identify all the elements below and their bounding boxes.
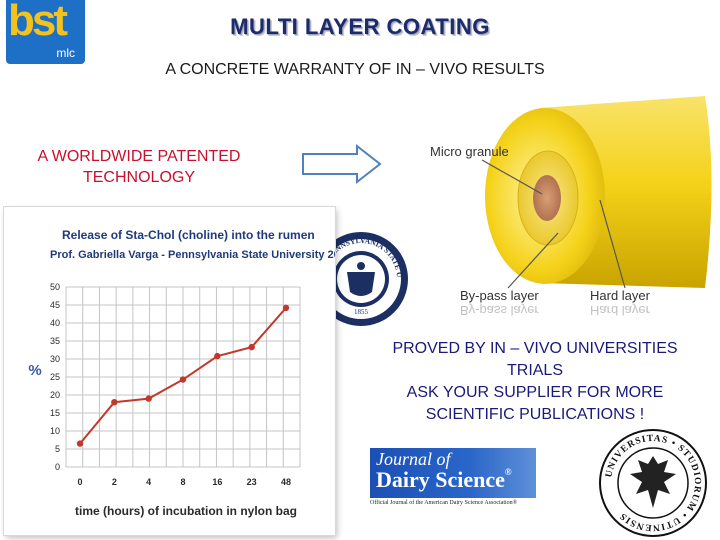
- x-tick-label: 8: [180, 477, 185, 487]
- penn-seal-year: 1855: [354, 308, 369, 316]
- journal-caption: Official Journal of the American Dairy S…: [370, 500, 518, 506]
- data-point: [248, 343, 255, 351]
- slide-title: MULTI LAYER COATING: [230, 14, 490, 39]
- chart-ylabel: %: [28, 362, 41, 379]
- data-point: [76, 440, 84, 447]
- logo-brand: bst: [8, 0, 68, 45]
- penn-state-seal: THE PENNSYLVANIA STATE UNIVERSITY 1855: [312, 230, 408, 326]
- x-tick-label: 16: [212, 477, 222, 487]
- chart-x-ticks: 0 2 4 8 16 23 48: [77, 477, 291, 487]
- data-point: [214, 352, 221, 360]
- bst-logo: bst mlc: [6, 0, 85, 64]
- y-tick-label: 10: [50, 426, 60, 436]
- x-tick-label: 48: [281, 477, 291, 487]
- choline-release-chart: Release of Sta-Chol (choline) into the r…: [4, 207, 353, 535]
- proved-line-4: SCIENTIFIC PUBLICATIONS !: [425, 406, 645, 423]
- patent-line-2: TECHNOLOGY: [82, 169, 195, 186]
- chart-y-ticks: 0 5 10 15 20 25 30 35 40 45 50: [50, 282, 60, 472]
- pointer-hard: [599, 199, 626, 289]
- x-tick-label: 2: [112, 477, 117, 487]
- eagle-icon: [630, 456, 676, 508]
- series-points: [76, 304, 290, 447]
- chart-grid: [65, 286, 301, 468]
- journal-line-1: Journal of: [376, 449, 451, 469]
- udine-university-seal: UNIVERSITAS • STUDIORUM • UTINENSIS: [599, 429, 707, 537]
- y-tick-label: 0: [55, 462, 60, 472]
- y-tick-label: 20: [50, 390, 60, 400]
- pointer-bypass: [507, 232, 559, 289]
- journal-reg: ®: [504, 467, 512, 477]
- journal-line-2: Dairy Science®: [376, 467, 512, 493]
- proved-line-2: TRIALS: [506, 362, 563, 379]
- y-tick-label: 50: [50, 282, 60, 292]
- proved-line-1: PROVED BY IN – VIVO UNIVERSITIES: [392, 340, 678, 357]
- data-point: [179, 376, 187, 383]
- y-tick-label: 25: [50, 372, 60, 382]
- chart-xlabel: time (hours) of incubation in nylon bag: [75, 504, 297, 518]
- logo-sub: mlc: [56, 46, 75, 60]
- data-point: [111, 399, 118, 406]
- right-arrow-outline-icon: [302, 143, 382, 185]
- patent-text: A WORLDWIDE PATENTED TECHNOLOGY: [18, 146, 260, 188]
- y-tick-label: 30: [50, 354, 60, 364]
- journal-dairy-science-logo: Journal of Dairy Science®: [370, 448, 536, 498]
- y-tick-label: 45: [50, 300, 60, 310]
- data-point: [145, 395, 152, 402]
- patent-line-1: A WORLDWIDE PATENTED: [37, 148, 241, 165]
- y-tick-label: 35: [50, 336, 60, 346]
- pointer-micro: [481, 159, 543, 195]
- coating-diagram: [481, 96, 712, 289]
- chart-subtitle: Prof. Gabriella Varga - Pennsylvania Sta…: [50, 249, 335, 261]
- proved-text: PROVED BY IN – VIVO UNIVERSITIES TRIALS …: [360, 338, 710, 426]
- label-bypass-reflection: By-pass layer: [460, 303, 539, 318]
- y-tick-label: 5: [55, 444, 60, 454]
- slide-subtitle: A CONCRETE WARRANTY OF IN – VIVO RESULTS: [165, 61, 545, 78]
- y-tick-label: 15: [50, 408, 60, 418]
- label-bypass-layer: By-pass layer: [460, 288, 539, 303]
- journal-title: Dairy Science: [376, 467, 505, 492]
- x-tick-label: 4: [146, 477, 151, 487]
- label-hard-layer: Hard layer: [590, 288, 650, 303]
- chart-title: Release of Sta-Chol (choline) into the r…: [62, 228, 315, 242]
- y-tick-label: 40: [50, 318, 60, 328]
- proved-line-3: ASK YOUR SUPPLIER FOR MORE: [406, 384, 664, 401]
- label-micro-granule: Micro granule: [430, 144, 509, 159]
- x-tick-label: 0: [77, 477, 82, 487]
- micro-granule-core: [533, 175, 561, 221]
- x-tick-label: 23: [247, 477, 257, 487]
- chart-svg: Release of Sta-Chol (choline) into the r…: [28, 228, 353, 518]
- data-point: [282, 304, 290, 312]
- label-hard-reflection: Hard layer: [590, 303, 650, 318]
